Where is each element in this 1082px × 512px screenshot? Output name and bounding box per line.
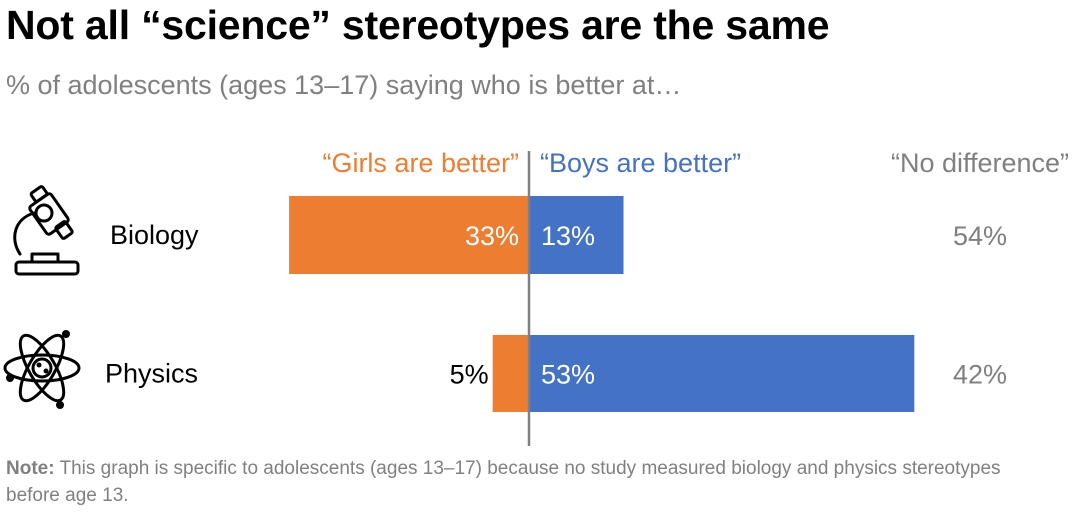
footnote-label: Note: <box>6 458 55 479</box>
value-label-boys-physics: 53% <box>541 360 595 390</box>
value-label-girls-physics: 5% <box>450 360 489 390</box>
chart-subtitle: % of adolescents (ages 13–17) saying who… <box>6 70 682 100</box>
footnote-text: This graph is specific to adolescents (a… <box>6 458 1001 506</box>
chart-title: Not all “science” stereotypes are the sa… <box>6 2 830 48</box>
bar-boys-biology <box>529 196 624 274</box>
microscope-icon <box>13 185 80 276</box>
legend-girls-better: “Girls are better” <box>322 148 519 178</box>
footnote: Note: This graph is specific to adolesce… <box>6 455 1006 509</box>
value-label-boys-biology: 13% <box>541 221 595 251</box>
category-label-biology: Biology <box>110 220 199 250</box>
category-label-physics: Physics <box>105 359 198 389</box>
value-label-no-difference-biology: 54% <box>953 221 1007 251</box>
bar-girls-biology <box>289 196 529 274</box>
legend-boys-better: “Boys are better” <box>540 148 741 178</box>
chart-area: “Girls are better” “Boys are better” “No d… <box>105 148 1069 446</box>
value-label-girls-biology: 33% <box>465 221 519 251</box>
value-label-no-difference-physics: 42% <box>953 360 1007 390</box>
bar-boys-physics <box>529 335 915 412</box>
legend-no-difference: “No difference” <box>891 148 1069 178</box>
bar-girls-physics <box>492 335 529 412</box>
atom-icon <box>3 330 81 409</box>
